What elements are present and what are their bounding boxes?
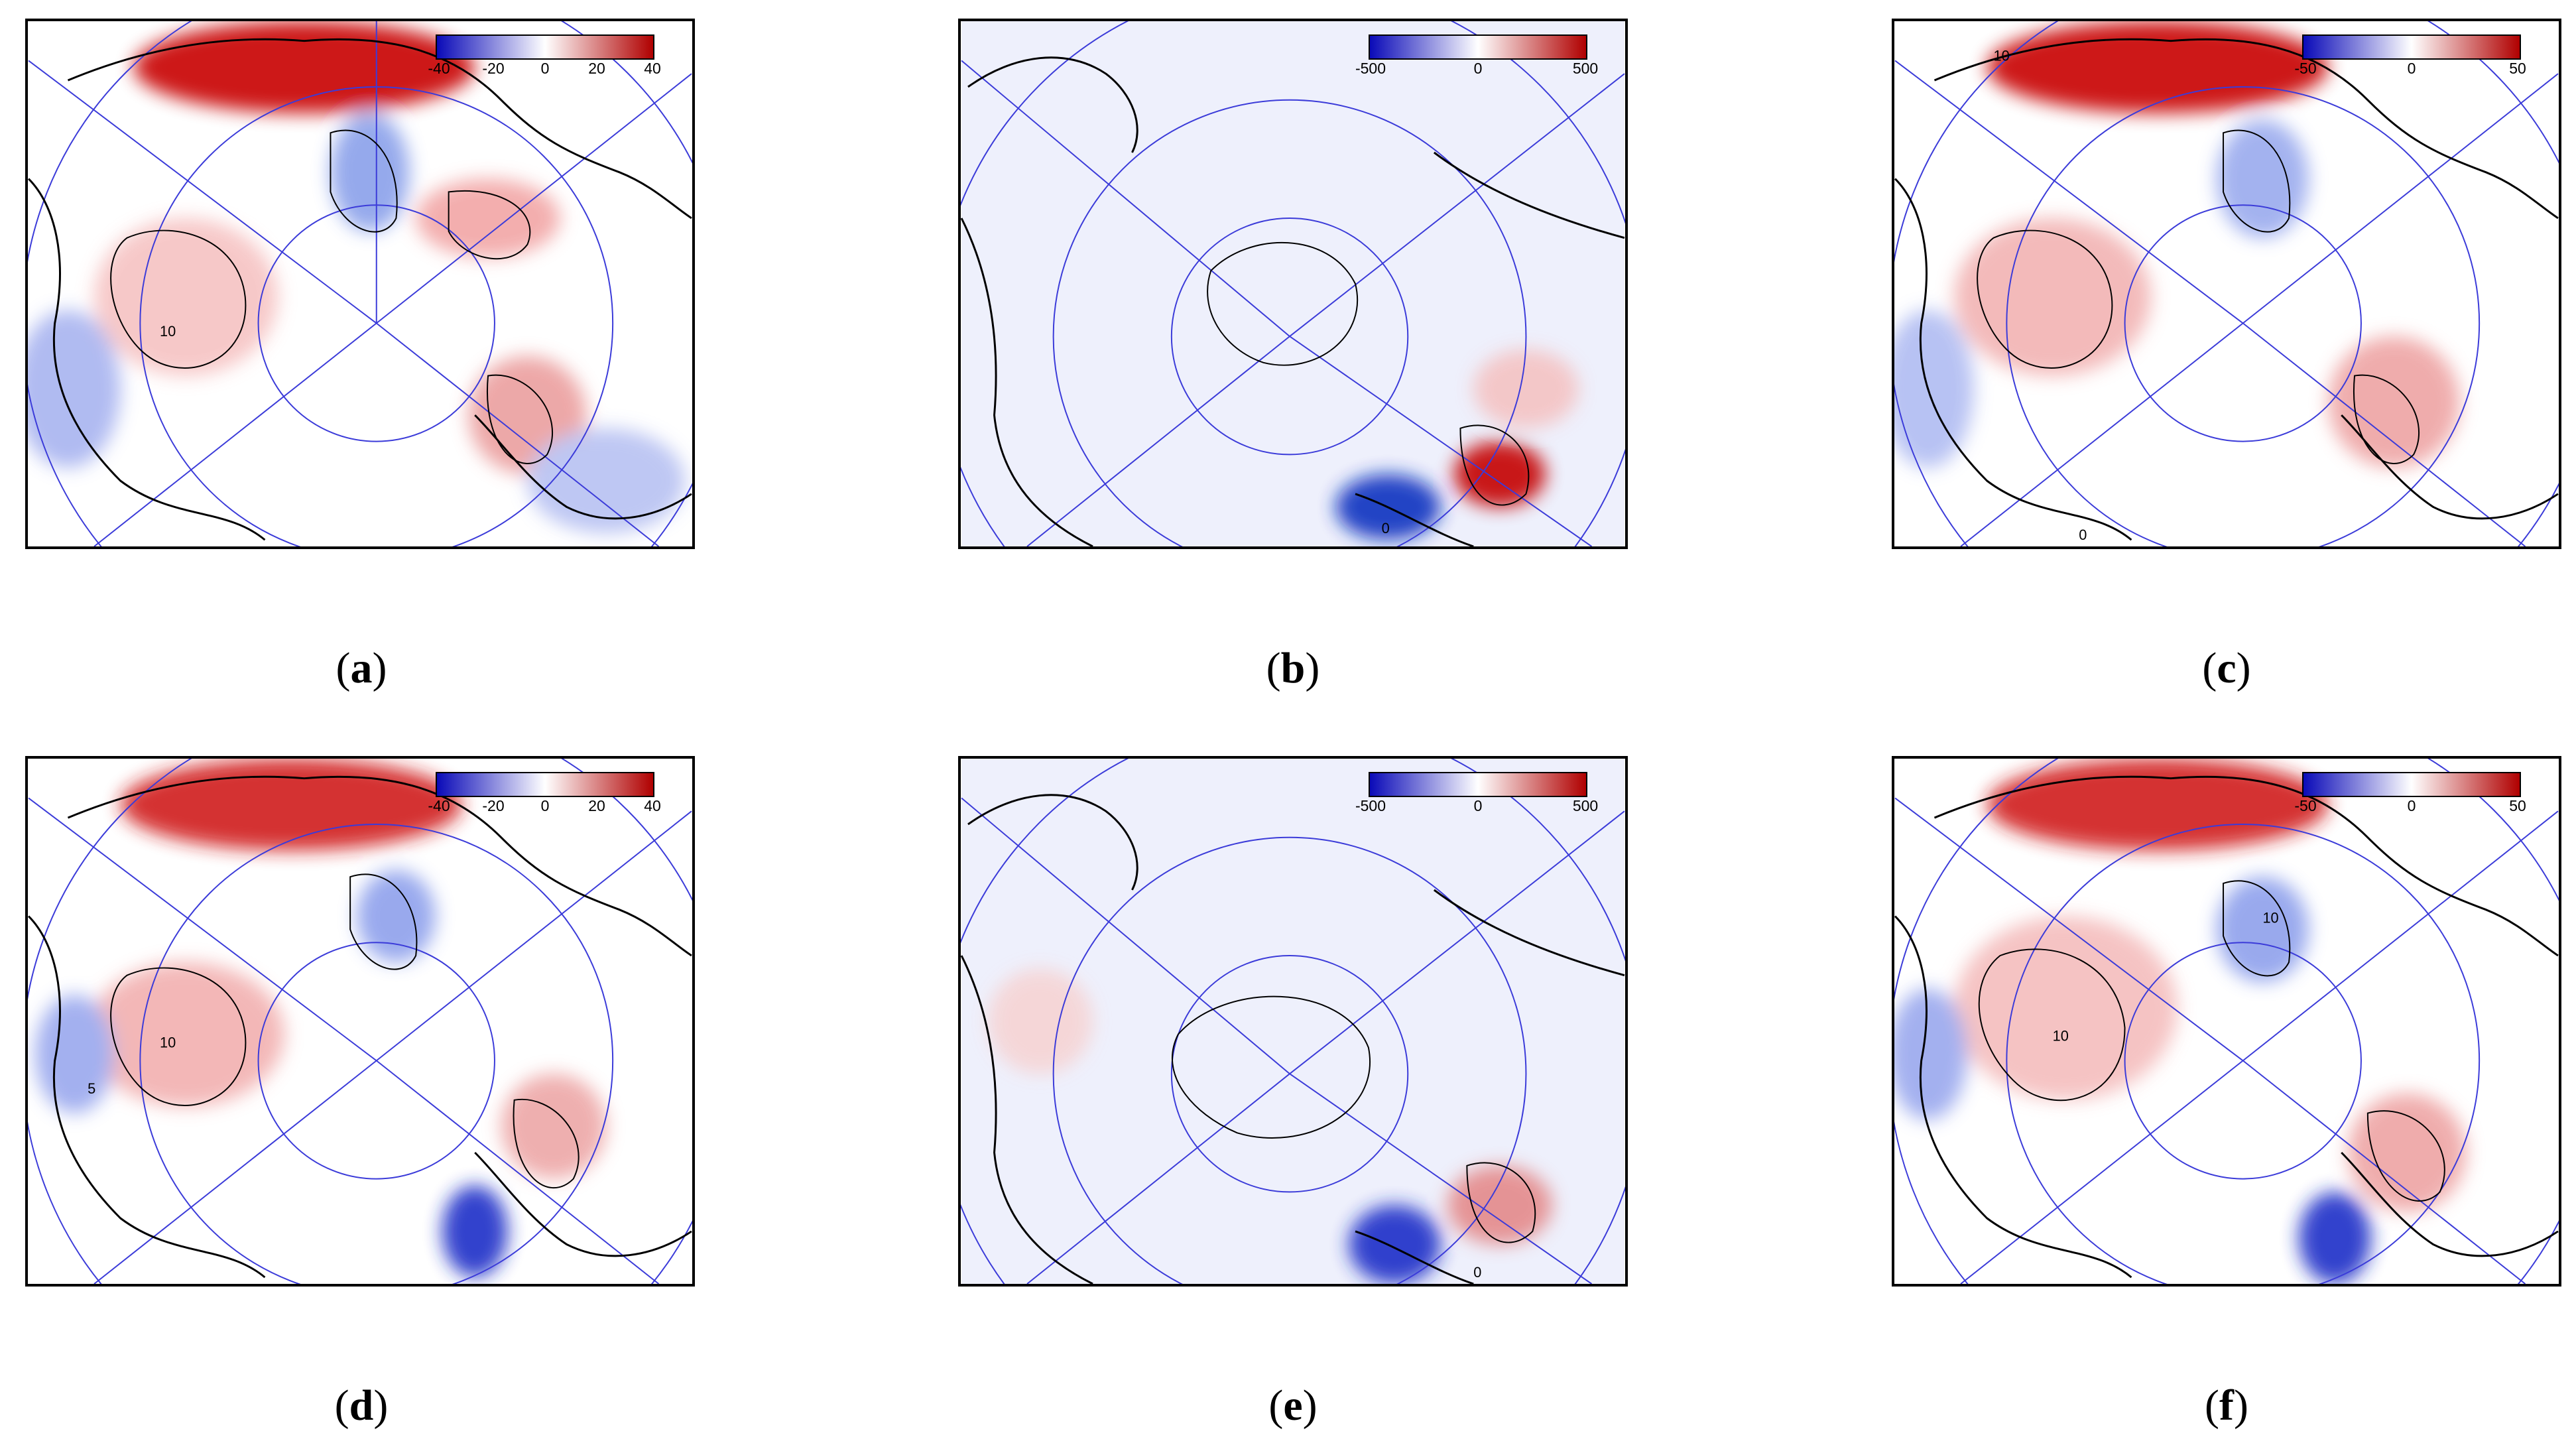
negative-anomaly-region: [357, 870, 436, 962]
negative-anomaly-region: [1349, 1205, 1441, 1284]
map-b-field: 0: [961, 21, 1625, 546]
contour-label: 10: [1994, 47, 2010, 64]
colorbar-f: [2302, 772, 2521, 797]
negative-anomaly-region: [330, 113, 410, 231]
colorbar-tick: 0: [1473, 797, 1483, 814]
positive-anomaly-region: [1987, 21, 2329, 113]
graticule-lines: [28, 759, 692, 1284]
map-c-field: 10 0: [1894, 21, 2559, 546]
contour-lines: [110, 873, 580, 1189]
colorbar-tick: 500: [1572, 797, 1599, 814]
colorbar-tick: 40: [644, 797, 661, 814]
coastlines: [1894, 38, 2559, 541]
graticule-lines: [1894, 21, 2559, 546]
map-panel-d: 5 10 -40 -20 0 20 40: [25, 756, 695, 1287]
positive-anomaly-region: [2348, 1093, 2467, 1212]
colorbar-tick: 50: [2509, 797, 2526, 814]
colorbar-tick: 500: [1572, 60, 1599, 77]
graticule-lines: [28, 21, 692, 546]
colorbar-tick: 20: [588, 797, 605, 814]
colorbar-tick: -50: [2294, 60, 2317, 77]
contour-lines: [1977, 129, 2420, 464]
contour-lines: [1978, 880, 2445, 1202]
negative-anomaly-region: [2217, 877, 2309, 982]
map-a-field: 10: [28, 21, 692, 546]
colorbar-tick: 20: [588, 60, 605, 77]
positive-anomaly-region: [1954, 218, 2152, 376]
positive-anomaly-region: [88, 962, 285, 1107]
contour-label: 5: [88, 1080, 95, 1097]
contour-label: 10: [2053, 1028, 2069, 1044]
graticule-lines: [961, 21, 1625, 546]
negative-anomaly-region: [1894, 988, 1967, 1120]
contour-label: 10: [160, 323, 176, 340]
map-panel-b: 0 -500 0 500: [958, 19, 1628, 549]
coastlines: [961, 56, 1625, 546]
negative-anomaly-region: [2298, 1192, 2371, 1284]
colorbar-tick: -20: [482, 797, 505, 814]
positive-anomaly-region: [1954, 916, 2177, 1100]
colorbar-tick: -500: [1355, 60, 1386, 77]
colorbar-tick: -20: [482, 60, 505, 77]
colorbar-a: [436, 34, 654, 60]
negative-anomaly-region: [28, 310, 121, 468]
graticule-lines: [961, 759, 1625, 1284]
negative-anomaly-region: [1894, 310, 1974, 468]
panel-caption-d: (d): [334, 1381, 389, 1430]
map-f-field: 10 10: [1894, 759, 2559, 1284]
colorbar-d: [436, 772, 654, 797]
panel-caption-b: (b): [1266, 644, 1320, 692]
panel-caption-c: (c): [2202, 644, 2251, 692]
positive-anomaly-region: [501, 1074, 607, 1179]
negative-anomaly-region: [2217, 119, 2309, 238]
colorbar-tick: 0: [540, 797, 550, 814]
colorbar-tick: 50: [2509, 60, 2526, 77]
panel-caption-e: (e): [1268, 1381, 1318, 1430]
colorbar-tick: -50: [2294, 797, 2317, 814]
colorbar-tick: 0: [540, 60, 550, 77]
positive-anomaly-region: [416, 178, 560, 258]
colorbar-tick: 0: [2407, 797, 2416, 814]
negative-anomaly-region: [442, 1185, 508, 1278]
map-panel-c: 10 0 -50 0 50: [1892, 19, 2561, 549]
panel-caption-a: (a): [336, 644, 387, 692]
negative-anomaly-region: [34, 995, 114, 1113]
map-e-field: 0: [961, 759, 1625, 1284]
coastlines: [28, 775, 692, 1279]
positive-anomaly-region: [1447, 1165, 1553, 1245]
map-panel-a: 10 -40 -20 0 20 40: [25, 19, 695, 549]
colorbar-tick: -40: [428, 797, 450, 814]
positive-anomaly-region: [2328, 336, 2460, 468]
contour-lines: [1207, 241, 1530, 506]
colorbar-b: [1369, 34, 1587, 60]
coastlines: [961, 794, 1625, 1284]
contour-label: 10: [160, 1035, 176, 1051]
contour-lines: [1171, 995, 1536, 1243]
positive-anomaly-region: [1473, 349, 1579, 428]
colorbar-e: [1369, 772, 1587, 797]
map-d-field: 5 10: [28, 759, 692, 1284]
colorbar-tick: 40: [644, 60, 661, 77]
positive-anomaly-region: [120, 759, 462, 851]
positive-anomaly-region: [987, 968, 1093, 1074]
coastlines: [1894, 775, 2559, 1279]
coastlines: [28, 38, 692, 541]
contour-label: 0: [2079, 527, 2087, 543]
map-panel-e: 0 -500 0 500: [958, 756, 1628, 1287]
contour-label: 0: [1473, 1264, 1481, 1281]
colorbar-c: [2302, 34, 2521, 60]
colorbar-tick: -500: [1355, 797, 1386, 814]
colorbar-tick: 0: [2407, 60, 2416, 77]
colorbar-tick: 0: [1473, 60, 1483, 77]
positive-anomaly-region: [133, 21, 475, 113]
contour-label: 10: [2262, 910, 2278, 926]
contour-label: 0: [1382, 520, 1390, 536]
map-panel-f: 10 10 -50 0 50: [1892, 756, 2561, 1287]
positive-anomaly-region: [1987, 759, 2329, 851]
panel-caption-f: (f): [2205, 1381, 2248, 1430]
contour-lines: [110, 129, 553, 464]
colorbar-tick: -40: [428, 60, 450, 77]
graticule-lines: [1894, 759, 2559, 1284]
